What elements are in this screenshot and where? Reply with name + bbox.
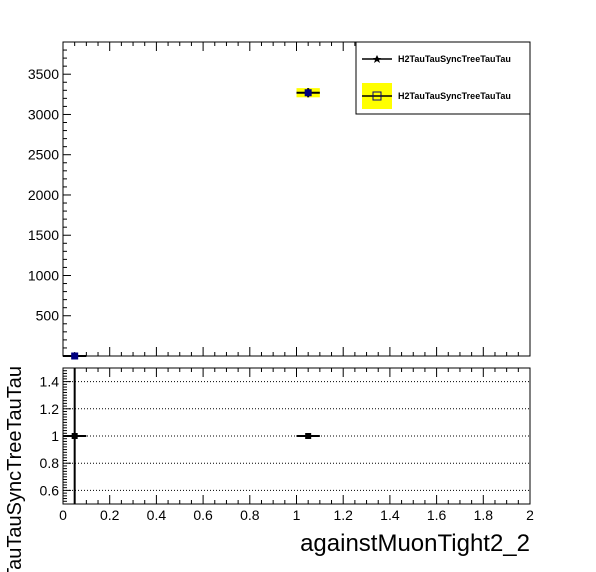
y-tick-label: 1500 [28,227,59,243]
legend-label: H2TauTauSyncTreeTauTau [398,91,511,101]
ratio-axis-ticks [62,367,531,505]
data-point [71,433,78,439]
x-tick-label: 0.8 [240,507,260,523]
data-point [71,352,79,360]
ratio-panel: 0.6 0.8 1 1.2 1.4 0 0.2 0.4 0.6 0.8 1 1.2 1.4 1.6 1.8 2… [4,366,534,572]
legend-entries: H2TauTauSyncTreeTauTau H2TauTauSyncTreeTa… [362,54,511,109]
y-tick-label: 0.6 [40,482,60,498]
y-tick-label: 3500 [28,66,59,82]
y-tick-label: 3000 [28,106,59,122]
y-tick-label: 1 [51,428,59,444]
y-tick-label: 2000 [28,187,59,203]
x-tick-label: 2 [526,507,534,523]
legend-open-square [372,91,382,101]
legend: H2TauTauSyncTreeTauTau H2TauTauSyncTreeTa… [355,41,531,115]
y-tick-label: 1.2 [40,401,60,417]
ratio-tick-labels: 0.6 0.8 1 1.2 1.4 0 0.2 0.4 0.6 0.8 1 1.2 1.4 1.6 1.8 2 [40,374,535,523]
x-tick-label: 1.4 [380,507,400,523]
y-tick-label: 0.8 [40,455,60,471]
top-data-marks [63,88,320,360]
y-axis-title: TauTauSyncTreeTauTau [4,366,26,572]
y-tick-label: 1000 [28,267,59,283]
x-axis-title: againstMuonTight2_2 [300,530,530,557]
x-tick-label: 1.6 [427,507,447,523]
x-tick-label: 1.2 [333,507,353,523]
top-panel: 500 1000 1500 2000 2500 3000 3500 [28,41,531,360]
ratio-data-marks [63,368,320,504]
y-tick-label: 500 [36,308,60,324]
x-tick-label: 1.8 [474,507,494,523]
x-tick-label: 0.4 [147,507,167,523]
x-tick-label: 0 [59,507,67,523]
data-point [304,89,312,97]
x-tick-label: 0.6 [193,507,213,523]
x-tick-label: 0.2 [100,507,120,523]
y-tick-label: 1.4 [40,374,60,390]
legend-star-marker [373,55,381,63]
top-y-tick-labels: 500 1000 1500 2000 2500 3000 3500 [28,66,59,324]
x-tick-label: 1 [293,507,301,523]
legend-label: H2TauTauSyncTreeTauTau [398,54,511,64]
data-point [305,433,312,439]
y-tick-label: 2500 [28,147,59,163]
